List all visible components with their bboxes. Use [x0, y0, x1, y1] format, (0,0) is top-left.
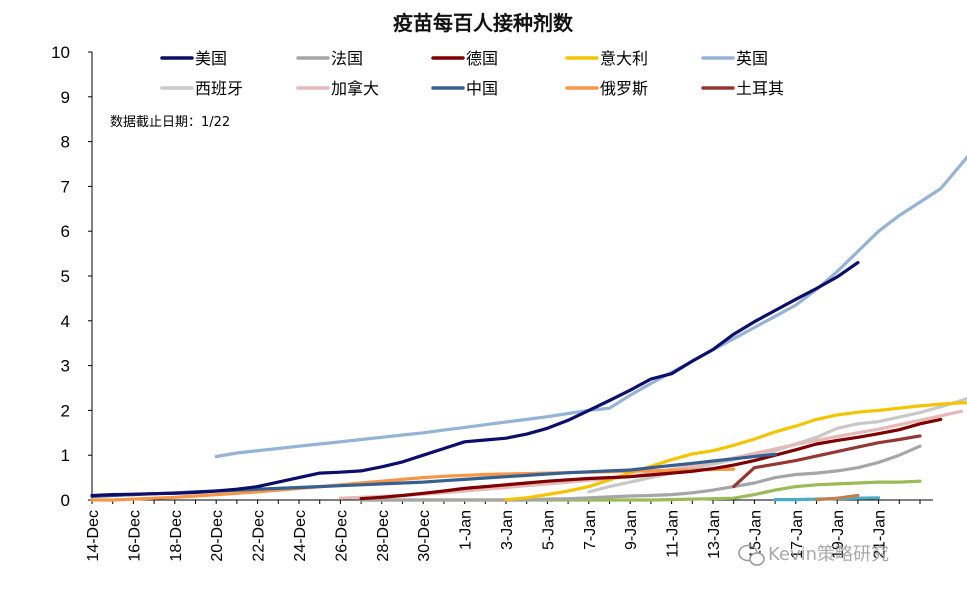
- x-tick-label: 24-Dec: [292, 510, 309, 562]
- x-tick-label: 11-Jan: [665, 510, 682, 558]
- legend-label: 法国: [331, 49, 363, 68]
- x-tick-label: 1-Jan: [458, 510, 475, 550]
- axes: 0 1 2 3 4 5 6 7 8 9 10 14-Dec 16-Dec 18-Dec 20-Dec 22-D…: [51, 43, 933, 562]
- series-line-6: [338, 409, 964, 500]
- y-tick-label: 6: [61, 222, 70, 241]
- series-line-0: [90, 261, 860, 498]
- y-tick-label: 4: [61, 312, 70, 331]
- y-tick-label: 9: [61, 88, 70, 107]
- legend-label: 西班牙: [195, 79, 243, 98]
- x-tick-label: 9-Jan: [623, 510, 640, 550]
- y-tick-label: 5: [61, 267, 70, 286]
- series-line-3: [504, 401, 967, 502]
- legend-label: 俄罗斯: [600, 79, 648, 98]
- y-tick-label: 1: [61, 446, 70, 465]
- x-tick-label: 26-Dec: [333, 510, 350, 562]
- x-tick-label: 21-Jan: [872, 510, 889, 559]
- x-tick-label: 30-Dec: [416, 510, 433, 562]
- y-tick-label: 3: [61, 357, 70, 376]
- series-lines: [90, 154, 967, 502]
- x-tick-label: 17-Jan: [789, 510, 806, 559]
- legend-label: 加拿大: [331, 79, 379, 98]
- x-tick-label: 7-Jan: [582, 510, 599, 550]
- legend-label: 中国: [466, 79, 498, 98]
- legend-label: 美国: [195, 49, 227, 68]
- x-tick-label: 14-Dec: [85, 510, 102, 562]
- x-tick-label: 22-Dec: [251, 510, 268, 562]
- y-tick-label: 0: [61, 491, 70, 510]
- chart-title: 疫苗每百人接种剂数: [393, 11, 574, 35]
- x-tick-label: 13-Jan: [706, 510, 723, 559]
- x-tick-label: 28-Dec: [375, 510, 392, 562]
- x-tick-label: 20-Dec: [209, 510, 226, 562]
- wechat-icon: [738, 544, 765, 566]
- series-line-1: [359, 444, 922, 502]
- legend-label: 意大利: [600, 49, 648, 68]
- x-tick-label: 3-Jan: [499, 510, 516, 550]
- x-tick-label: 16-Dec: [126, 510, 143, 562]
- y-tick-label: 8: [61, 133, 70, 152]
- legend-label: 土耳其: [736, 79, 784, 98]
- y-tick-label: 7: [61, 177, 70, 196]
- series-line-9: [732, 434, 922, 489]
- x-tick-label: 5-Jan: [540, 510, 557, 550]
- x-tick-label: 18-Dec: [168, 510, 185, 562]
- data-cutoff-note: 数据截止日期：1/22: [110, 115, 230, 130]
- series-line-4: [214, 154, 967, 459]
- legend-label: 德国: [466, 49, 498, 68]
- x-tick-label: 15-Jan: [747, 510, 764, 559]
- x-tick-label: 19-Jan: [830, 510, 847, 559]
- y-tick-label: 2: [61, 401, 70, 420]
- minor-series-line: [814, 493, 860, 502]
- y-tick-label: 10: [51, 43, 70, 62]
- legend-label: 英国: [736, 49, 768, 68]
- series-line-2: [359, 417, 943, 501]
- watermark-text: Kevin策略研究: [768, 544, 889, 565]
